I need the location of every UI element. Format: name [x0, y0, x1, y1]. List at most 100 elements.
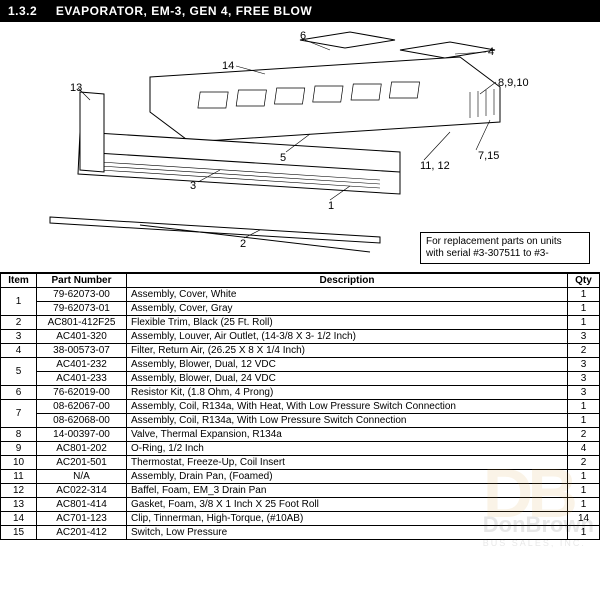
cell-item: 8 — [1, 428, 37, 442]
cell-qty: 2 — [568, 428, 600, 442]
cell-description: Resistor Kit, (1.8 Ohm, 4 Prong) — [127, 386, 568, 400]
section-header: 1.3.2 EVAPORATOR, EM-3, GEN 4, FREE BLOW — [0, 0, 600, 22]
cell-description: Switch, Low Pressure — [127, 526, 568, 540]
cell-partnumber: AC801-412F25 — [37, 316, 127, 330]
cell-qty: 3 — [568, 330, 600, 344]
cell-description: Assembly, Blower, Dual, 24 VDC — [127, 372, 568, 386]
cell-item: 3 — [1, 330, 37, 344]
note-line1: For replacement parts on units — [426, 236, 562, 247]
table-row: 79-62073-01Assembly, Cover, Gray1 — [1, 302, 600, 316]
col-qty: Qty — [568, 274, 600, 288]
cell-qty: 2 — [568, 344, 600, 358]
cell-item: 11 — [1, 470, 37, 484]
table-row: 2AC801-412F25Flexible Trim, Black (25 Ft… — [1, 316, 600, 330]
cell-description: Assembly, Louver, Air Outlet, (14-3/8 X … — [127, 330, 568, 344]
table-row: 3AC401-320Assembly, Louver, Air Outlet, … — [1, 330, 600, 344]
cell-partnumber: 08-62067-00 — [37, 400, 127, 414]
cell-description: Assembly, Blower, Dual, 12 VDC — [127, 358, 568, 372]
cell-description: Baffel, Foam, EM_3 Drain Pan — [127, 484, 568, 498]
table-row: 708-62067-00Assembly, Coil, R134a, With … — [1, 400, 600, 414]
cell-qty: 4 — [568, 442, 600, 456]
cell-item: 4 — [1, 344, 37, 358]
table-row: 10AC201-501Thermostat, Freeze-Up, Coil I… — [1, 456, 600, 470]
callout-4: 4 — [488, 46, 494, 58]
cell-item: 15 — [1, 526, 37, 540]
cell-description: Assembly, Cover, Gray — [127, 302, 568, 316]
cell-qty: 3 — [568, 386, 600, 400]
cell-qty: 3 — [568, 358, 600, 372]
callout-1112: 11, 12 — [420, 160, 450, 172]
cell-qty: 1 — [568, 288, 600, 302]
table-row: 08-62068-00Assembly, Coil, R134a, With L… — [1, 414, 600, 428]
callout-2: 2 — [240, 238, 246, 250]
cell-qty: 1 — [568, 316, 600, 330]
col-description: Description — [127, 274, 568, 288]
cell-qty: 14 — [568, 512, 600, 526]
cell-partnumber: AC201-412 — [37, 526, 127, 540]
cell-qty: 2 — [568, 456, 600, 470]
cell-description: Flexible Trim, Black (25 Ft. Roll) — [127, 316, 568, 330]
cell-description: Assembly, Coil, R134a, With Low Pressure… — [127, 414, 568, 428]
table-row: 438-00573-07Filter, Return Air, (26.25 X… — [1, 344, 600, 358]
cell-item: 1 — [1, 288, 37, 316]
exploded-diagram: 64148,9,10137,1511, 125312 For replaceme… — [0, 22, 600, 273]
cell-item: 9 — [1, 442, 37, 456]
callout-6: 6 — [300, 30, 306, 42]
section-number: 1.3.2 — [8, 4, 52, 18]
table-row: 9AC801-202O-Ring, 1/2 Inch4 — [1, 442, 600, 456]
table-row: 13AC801-414Gasket, Foam, 3/8 X 1 Inch X … — [1, 498, 600, 512]
cell-description: Assembly, Cover, White — [127, 288, 568, 302]
cell-qty: 3 — [568, 372, 600, 386]
cell-description: Gasket, Foam, 3/8 X 1 Inch X 25 Foot Rol… — [127, 498, 568, 512]
table-row: 676-62019-00Resistor Kit, (1.8 Ohm, 4 Pr… — [1, 386, 600, 400]
table-row: 12AC022-314Baffel, Foam, EM_3 Drain Pan1 — [1, 484, 600, 498]
cell-qty: 1 — [568, 498, 600, 512]
cell-partnumber: 08-62068-00 — [37, 414, 127, 428]
callout-3: 3 — [190, 180, 196, 192]
cell-partnumber: AC801-414 — [37, 498, 127, 512]
cell-qty: 1 — [568, 414, 600, 428]
cell-description: Valve, Thermal Expansion, R134a — [127, 428, 568, 442]
callout-14: 14 — [222, 60, 234, 72]
table-row: 15AC201-412Switch, Low Pressure1 — [1, 526, 600, 540]
cell-item: 5 — [1, 358, 37, 386]
callout-5: 5 — [280, 152, 286, 164]
note-line2: with serial #3-307511 to #3- — [426, 248, 549, 259]
table-row: AC401-233Assembly, Blower, Dual, 24 VDC3 — [1, 372, 600, 386]
cell-partnumber: 79-62073-00 — [37, 288, 127, 302]
table-row: 14AC701-123Clip, Tinnerman, High-Torque,… — [1, 512, 600, 526]
cell-qty: 1 — [568, 526, 600, 540]
cell-partnumber: AC701-123 — [37, 512, 127, 526]
cell-item: 10 — [1, 456, 37, 470]
cell-description: Assembly, Drain Pan, (Foamed) — [127, 470, 568, 484]
cell-item: 6 — [1, 386, 37, 400]
callout-8910: 8,9,10 — [498, 77, 529, 89]
section-title: EVAPORATOR, EM-3, GEN 4, FREE BLOW — [56, 4, 312, 18]
table-row: 814-00397-00Valve, Thermal Expansion, R1… — [1, 428, 600, 442]
cell-partnumber: AC401-233 — [37, 372, 127, 386]
parts-table: Item Part Number Description Qty 179-620… — [0, 273, 600, 540]
table-row: 179-62073-00Assembly, Cover, White1 — [1, 288, 600, 302]
cell-partnumber: AC401-232 — [37, 358, 127, 372]
col-item: Item — [1, 274, 37, 288]
cell-partnumber: AC401-320 — [37, 330, 127, 344]
cell-description: O-Ring, 1/2 Inch — [127, 442, 568, 456]
cell-item: 13 — [1, 498, 37, 512]
cell-description: Clip, Tinnerman, High-Torque, (#10AB) — [127, 512, 568, 526]
table-header-row: Item Part Number Description Qty — [1, 274, 600, 288]
cell-item: 7 — [1, 400, 37, 428]
col-partnumber: Part Number — [37, 274, 127, 288]
cell-partnumber: AC201-501 — [37, 456, 127, 470]
serial-note: For replacement parts on units with seri… — [420, 232, 590, 264]
cell-qty: 1 — [568, 400, 600, 414]
cell-description: Filter, Return Air, (26.25 X 8 X 1/4 Inc… — [127, 344, 568, 358]
cell-item: 14 — [1, 512, 37, 526]
cell-description: Assembly, Coil, R134a, With Heat, With L… — [127, 400, 568, 414]
cell-item: 2 — [1, 316, 37, 330]
cell-partnumber: N/A — [37, 470, 127, 484]
table-row: 5AC401-232Assembly, Blower, Dual, 12 VDC… — [1, 358, 600, 372]
cell-partnumber: 79-62073-01 — [37, 302, 127, 316]
cell-qty: 1 — [568, 484, 600, 498]
callout-1: 1 — [328, 200, 334, 212]
cell-partnumber: 76-62019-00 — [37, 386, 127, 400]
